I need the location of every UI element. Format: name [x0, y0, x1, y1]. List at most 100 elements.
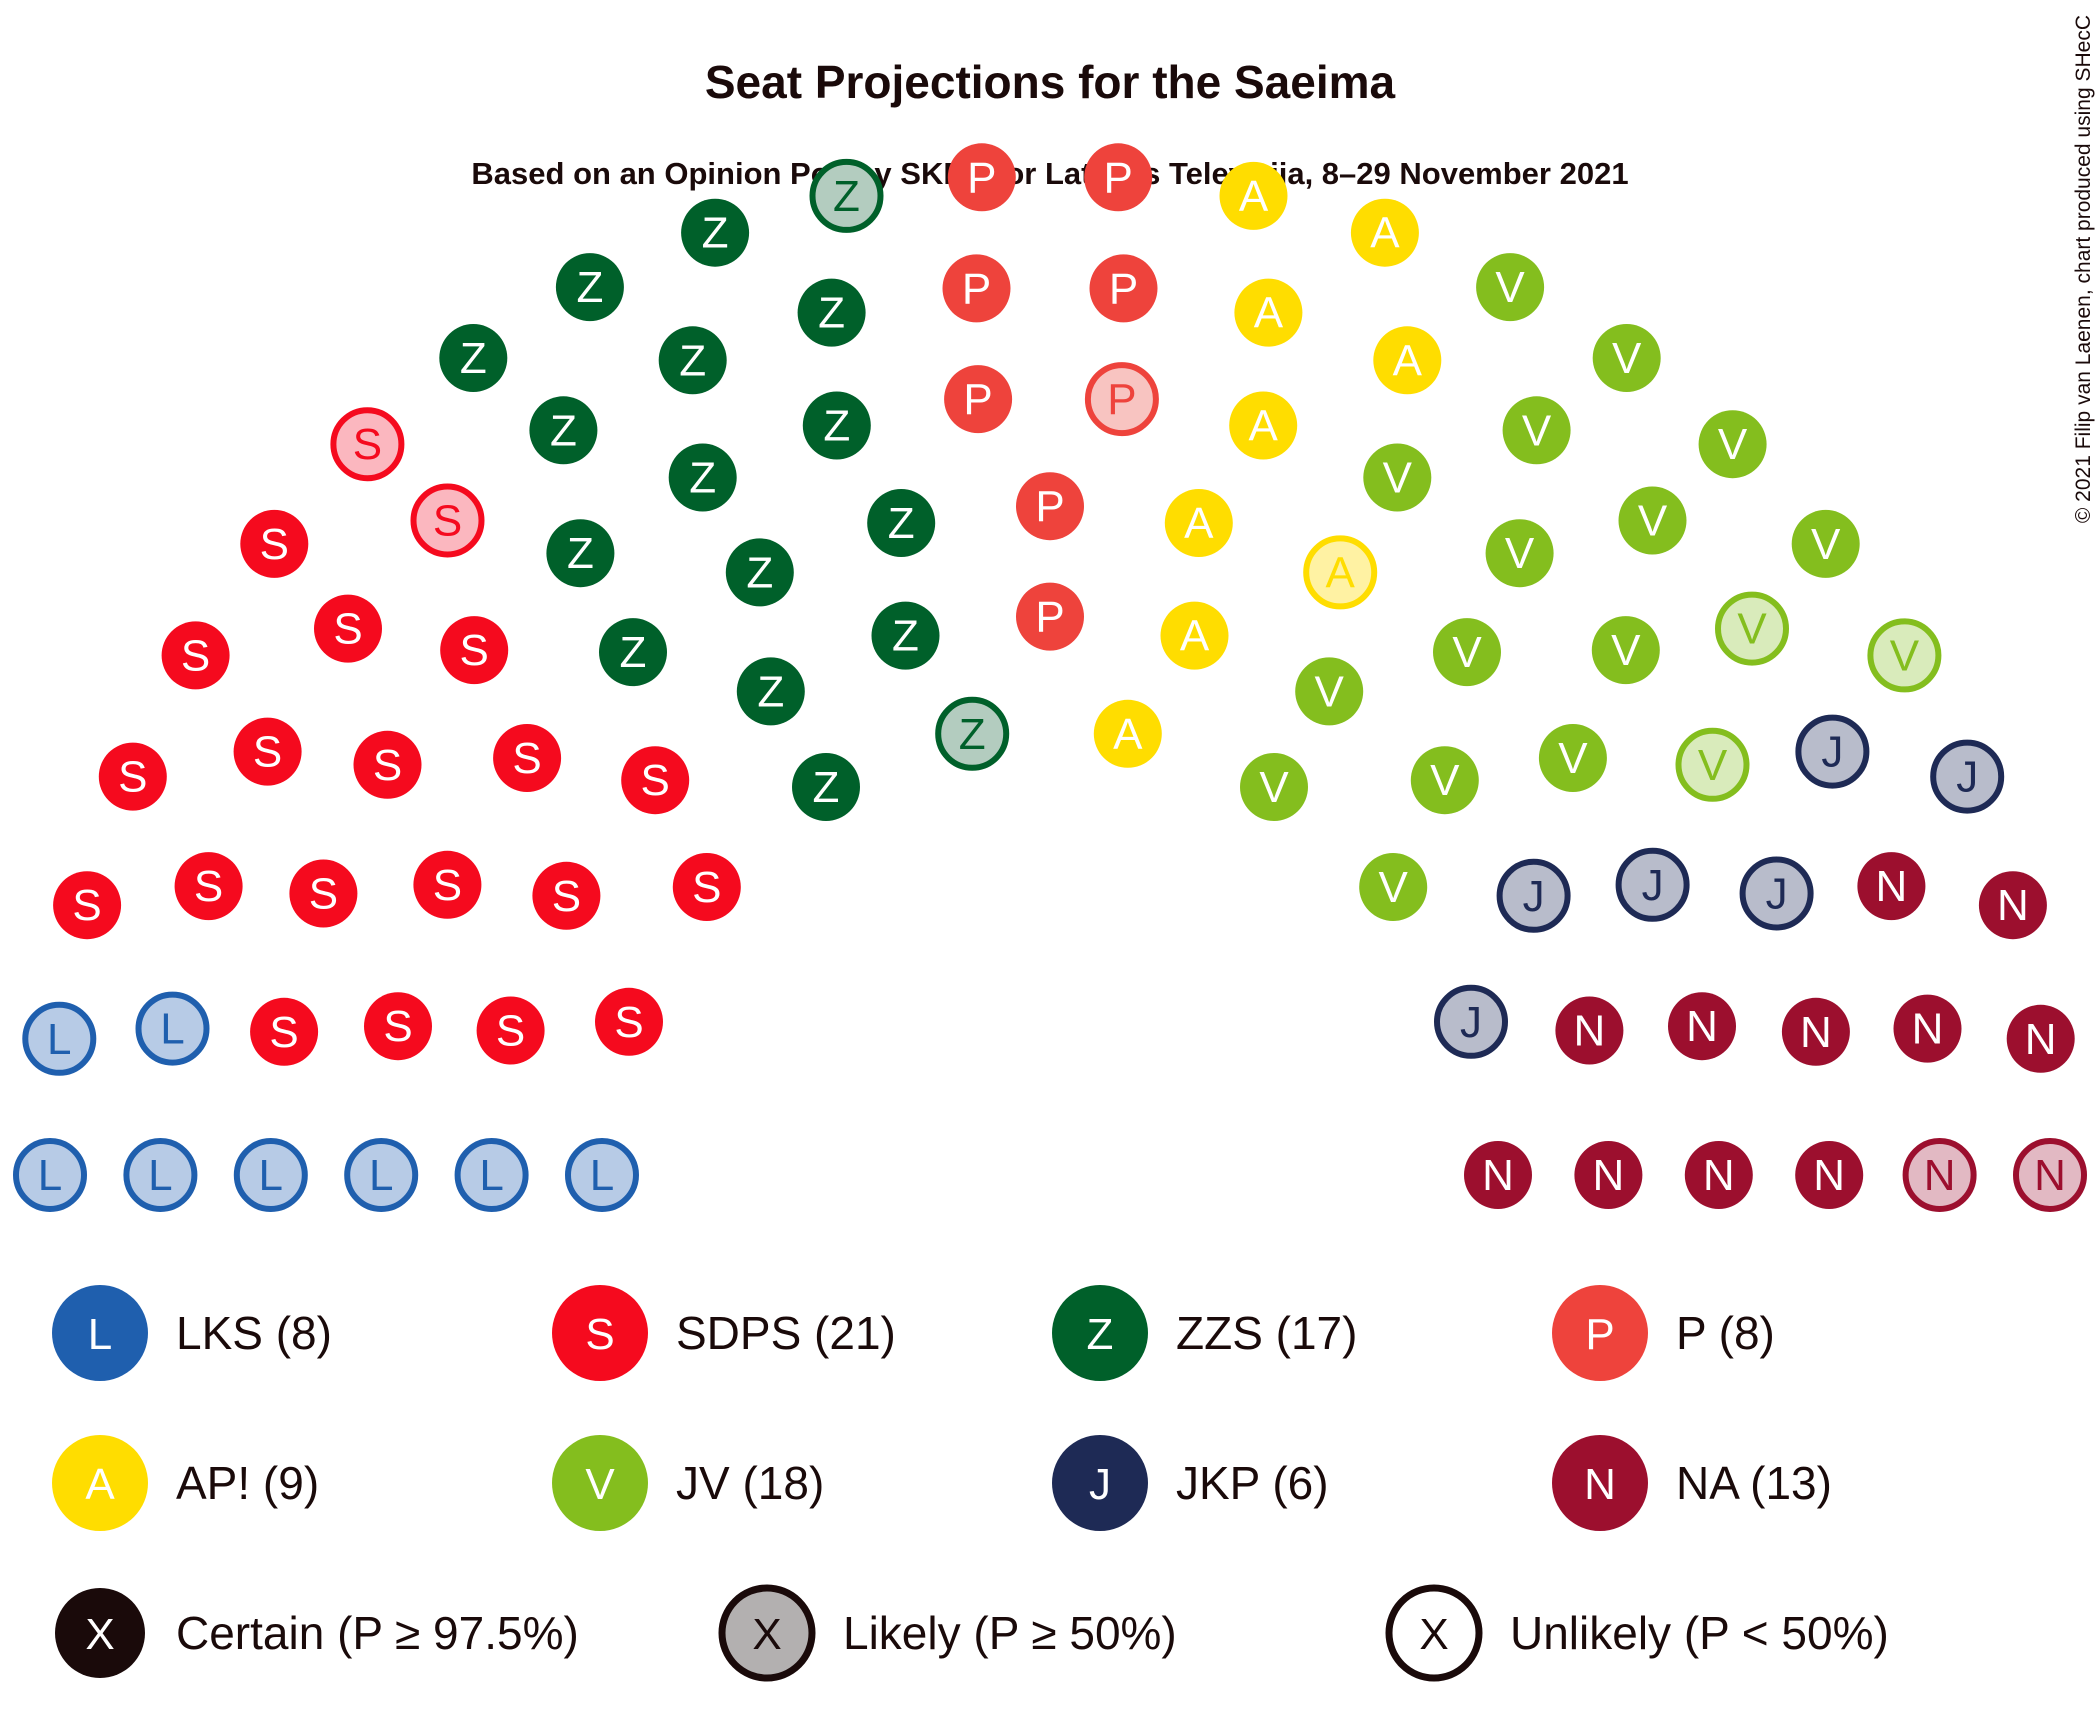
seat-letter: Z	[823, 402, 850, 451]
seat-letter: J	[1523, 872, 1545, 921]
seat-ap-certain: A	[1219, 161, 1288, 230]
seat-letter: S	[353, 420, 382, 469]
seat-circle	[809, 158, 884, 233]
seat-circle	[797, 278, 866, 347]
legend-swatch	[1552, 1285, 1648, 1381]
seat-letter: Z	[888, 499, 915, 548]
legend-swatch-letter: P	[1585, 1310, 1614, 1359]
seat-circle	[621, 746, 690, 815]
seat-jv-certain: V	[1485, 519, 1554, 588]
seat-letter: S	[496, 1007, 525, 1056]
seat-lks-unlikely: L	[13, 1138, 87, 1212]
seat-letter: Z	[746, 548, 773, 597]
seat-zzs-certain: Z	[668, 443, 737, 512]
seat-sdps-certain: S	[174, 852, 243, 921]
seat-lks-unlikely: L	[454, 1138, 529, 1212]
seat-letter: J	[1956, 753, 1978, 802]
seat-jv-certain: V	[1502, 396, 1571, 465]
seat-circle	[942, 254, 1011, 323]
seat-circle	[1373, 326, 1442, 395]
seat-letter: S	[72, 881, 101, 930]
legend-swatch-letter: A	[85, 1460, 115, 1509]
seat-jv-certain: V	[1240, 753, 1308, 821]
seat-letter: S	[641, 756, 670, 805]
seat-p-certain: P	[942, 254, 1011, 323]
seat-letter: V	[1612, 334, 1642, 383]
seat-jv-unlikely: V	[1675, 727, 1750, 802]
seat-letter: S	[373, 741, 402, 790]
certainty-legend: X Certain (P ≥ 97.5%) X Likely (P ≥ 50%) X Un…	[55, 1584, 1889, 1682]
seat-circle	[736, 657, 805, 726]
seat-circle	[250, 997, 319, 1066]
seat-circle	[1574, 1141, 1643, 1209]
seat-circle	[1857, 852, 1926, 921]
seat-sdps-certain: S	[314, 594, 382, 663]
seat-jv-certain: V	[1363, 443, 1432, 512]
seat-lks-unlikely: L	[123, 1138, 198, 1212]
seat-circle	[1715, 591, 1789, 666]
seat-circle	[1464, 1141, 1532, 1209]
seat-letter: N	[2025, 1015, 2057, 1064]
seat-letter: S	[433, 861, 462, 910]
legend-label: P (8)	[1676, 1307, 1775, 1359]
seat-sdps-certain: S	[240, 509, 309, 578]
seat-letter: A	[1393, 336, 1423, 385]
legend-swatch-letter: Z	[1087, 1310, 1114, 1359]
seat-circle	[792, 753, 860, 821]
seat-letter: S	[552, 872, 581, 921]
seat-circle	[161, 621, 230, 690]
seat-letter: P	[963, 375, 992, 424]
legend-label: JKP (6)	[1176, 1457, 1329, 1509]
seat-ap-certain: A	[1350, 198, 1419, 267]
seat-na-unlikely: N	[2013, 1138, 2087, 1212]
seat-zzs-unlikely: Z	[809, 158, 884, 233]
seat-na-certain: N	[1781, 997, 1850, 1066]
seat-letter: N	[1876, 862, 1908, 911]
seat-sdps-certain: S	[353, 730, 422, 799]
seat-circle	[135, 991, 210, 1066]
seat-circle	[546, 519, 615, 588]
seat-circle	[233, 1138, 308, 1212]
seat-letter: Z	[567, 529, 594, 578]
seat-letter: A	[1184, 499, 1214, 548]
seat-circle	[1538, 724, 1607, 792]
status-swatch-letter: X	[85, 1610, 114, 1659]
seat-letter: Z	[833, 172, 860, 221]
seat-letter: A	[1113, 710, 1143, 759]
seat-circle	[410, 483, 485, 558]
seat-letter: N	[2034, 1151, 2066, 1200]
legend-label: SDPS (21)	[676, 1307, 896, 1359]
seat-letter: V	[1383, 454, 1413, 503]
legend-item-p: P P (8)	[1552, 1285, 1775, 1381]
seat-zzs-unlikely: Z	[935, 696, 1010, 771]
seat-letter: L	[369, 1151, 393, 1200]
seat-circle	[2013, 1138, 2087, 1212]
seat-circle	[1668, 992, 1736, 1061]
seat-letter: P	[962, 264, 991, 313]
seat-letter: P	[1109, 264, 1138, 313]
seat-circle	[344, 1138, 419, 1212]
seat-circle	[1016, 582, 1084, 651]
seat-na-certain: N	[1684, 1141, 1753, 1209]
seat-jv-certain: V	[1791, 509, 1860, 578]
seat-letter: Z	[620, 628, 647, 677]
status-label: Certain (P ≥ 97.5%)	[176, 1607, 579, 1659]
seat-letter: S	[692, 863, 721, 912]
seat-jv-certain: V	[1538, 724, 1607, 792]
seat-circle	[22, 1001, 97, 1076]
seat-jv-certain: V	[1410, 746, 1479, 815]
seat-letter: N	[1813, 1151, 1845, 1200]
seat-na-certain: N	[1555, 996, 1624, 1065]
seat-circle	[439, 324, 508, 392]
seat-letter: S	[253, 728, 282, 777]
seat-letter: Z	[892, 612, 919, 661]
seat-circle	[1363, 443, 1432, 512]
seat-circle	[947, 143, 1016, 212]
seat-letter: S	[194, 862, 223, 911]
seat-letter: V	[1811, 520, 1841, 569]
seat-circle	[240, 509, 309, 578]
status-legend-certain: X Certain (P ≥ 97.5%)	[55, 1588, 579, 1678]
seat-circle	[1496, 858, 1571, 933]
seat-letter: V	[1737, 605, 1767, 654]
seat-circle	[1592, 324, 1661, 392]
